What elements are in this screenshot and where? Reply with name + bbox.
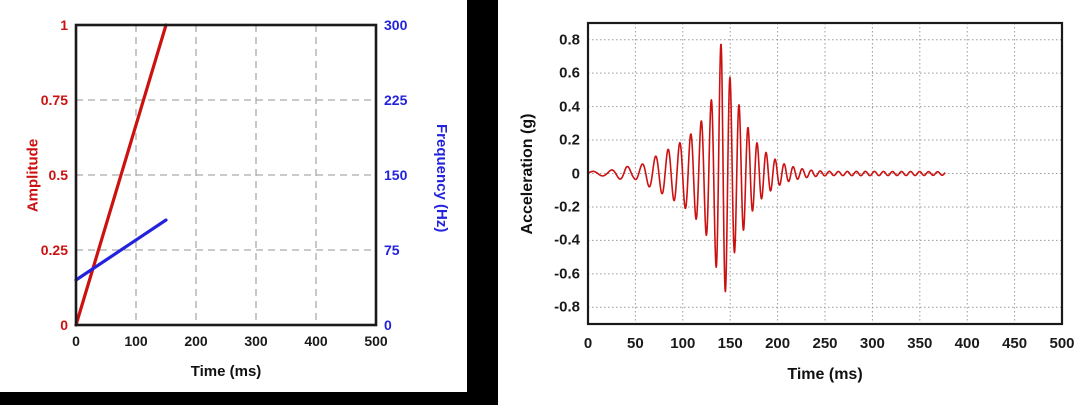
- acceleration-tick-label: 0.4: [559, 98, 580, 116]
- black-border-bar-bottom: [0, 392, 498, 405]
- acceleration-axis-title: Acceleration (g): [519, 113, 536, 235]
- x-tick-label: 0: [72, 333, 80, 349]
- acceleration-panel: 0 50 100 150 200 250 300 350 400 450 500 0.8 0.6 0.4 0…: [498, 0, 1086, 405]
- x-tick-label: 100: [670, 335, 696, 352]
- x-tick-label: 200: [765, 335, 791, 352]
- frequency-tick-label: 300: [384, 17, 408, 33]
- x-tick-label: 0: [583, 335, 593, 352]
- acceleration-chart-x-axis-title: Time (ms): [787, 366, 863, 383]
- x-tick-label: 350: [907, 335, 933, 352]
- x-tick-label: 500: [364, 333, 388, 349]
- acceleration-tick-label: 0.8: [559, 31, 580, 49]
- frequency-tick-label: 0: [384, 317, 392, 333]
- acceleration-chart: [586, 21, 1064, 326]
- amplitude-tick-label: 0.25: [40, 242, 68, 258]
- x-tick-label: 50: [627, 335, 644, 352]
- amplitude-tick-label: 0: [60, 317, 68, 333]
- sweep-parameters-chart: [74, 23, 378, 327]
- acceleration-tick-label: -0.2: [554, 198, 580, 216]
- x-tick-label: 300: [244, 333, 268, 349]
- frequency-tick-label: 225: [384, 92, 408, 108]
- sweep-parameters-panel: 0 100 200 300 400 500 0 0.25 0.5 0.75 1 0 75 150 225 30…: [0, 0, 498, 405]
- frequency-tick-label: 75: [384, 242, 400, 258]
- x-tick-label: 450: [1002, 335, 1028, 352]
- x-tick-label: 400: [304, 333, 328, 349]
- frequency-tick-label: 150: [384, 167, 408, 183]
- acceleration-tick-label: 0.6: [559, 64, 580, 82]
- sweep-chart-x-axis-title: Time (ms): [190, 363, 262, 380]
- x-tick-label: 500: [1049, 335, 1075, 352]
- x-tick-label: 250: [812, 335, 838, 352]
- x-tick-label: 200: [184, 333, 208, 349]
- x-tick-label: 150: [717, 335, 743, 352]
- amplitude-tick-label: 1: [60, 17, 68, 33]
- amplitude-axis-title: Amplitude: [24, 138, 42, 213]
- acceleration-tick-label: -0.6: [554, 265, 580, 283]
- x-tick-label: 300: [859, 335, 885, 352]
- acceleration-tick-label: 0.2: [559, 131, 580, 149]
- frequency-axis-title: Frequency (Hz): [433, 123, 450, 233]
- acceleration-tick-label: 0: [571, 165, 580, 182]
- x-tick-label: 400: [954, 335, 980, 352]
- acceleration-tick-label: -0.4: [554, 231, 580, 249]
- black-border-bar-right: [467, 0, 498, 405]
- acceleration-tick-label: -0.8: [554, 298, 580, 316]
- x-tick-label: 100: [124, 333, 148, 349]
- amplitude-tick-label: 0.75: [40, 92, 68, 108]
- amplitude-tick-label: 0.5: [48, 167, 68, 183]
